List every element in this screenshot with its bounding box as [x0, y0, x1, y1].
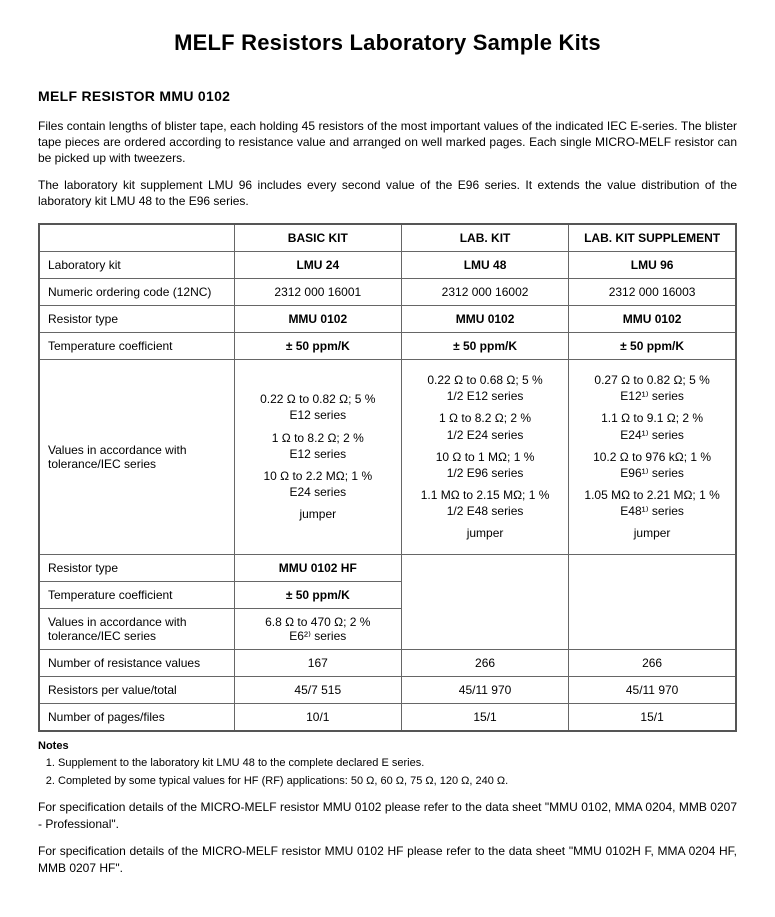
value-block: 10 Ω to 1 MΩ; 1 %1/2 E96 series [410, 449, 560, 481]
cell: 2312 000 16001 [234, 278, 401, 305]
cell: 45/7 515 [234, 676, 401, 703]
value-block: 0.22 Ω to 0.68 Ω; 5 %1/2 E12 series [410, 372, 560, 404]
header-lab-kit-supplement: LAB. KIT SUPPLEMENT [569, 224, 736, 252]
row-label: Laboratory kit [39, 251, 234, 278]
value-block: 1.1 Ω to 9.1 Ω; 2 %E24¹⁾ series [577, 410, 727, 442]
row-label: Number of resistance values [39, 649, 234, 676]
cell: 10/1 [234, 703, 401, 731]
table-row: Laboratory kit LMU 24 LMU 48 LMU 96 [39, 251, 736, 278]
cell: ± 50 ppm/K [401, 332, 568, 359]
cell: ± 50 ppm/K [569, 332, 736, 359]
cell-values-col3: 0.27 Ω to 0.82 Ω; 5 %E12¹⁾ series 1.1 Ω t… [569, 359, 736, 554]
value-block: 0.27 Ω to 0.82 Ω; 5 %E12¹⁾ series [577, 372, 727, 404]
cell-empty [401, 554, 568, 649]
cell: 167 [234, 649, 401, 676]
cell-values-col1: 0.22 Ω to 0.82 Ω; 5 %E12 series 1 Ω to 8.… [234, 359, 401, 554]
table-row: Number of pages/files 10/1 15/1 15/1 [39, 703, 736, 731]
cell: 2312 000 16002 [401, 278, 568, 305]
row-label: Numeric ordering code (12NC) [39, 278, 234, 305]
row-label: Resistor type [39, 554, 234, 581]
cell: LMU 48 [401, 251, 568, 278]
value-block: 1.05 MΩ to 2.21 MΩ; 1 %E48¹⁾ series [577, 487, 727, 519]
cell: 2312 000 16003 [569, 278, 736, 305]
value-block: jumper [410, 525, 560, 541]
cell: 6.8 Ω to 470 Ω; 2 %E6²⁾ series [234, 608, 401, 649]
table-row: Temperature coefficient ± 50 ppm/K ± 50 … [39, 332, 736, 359]
cell: MMU 0102 HF [234, 554, 401, 581]
cell: LMU 24 [234, 251, 401, 278]
value-block: 1 Ω to 8.2 Ω; 2 %1/2 E24 series [410, 410, 560, 442]
cell-values-col2: 0.22 Ω to 0.68 Ω; 5 %1/2 E12 series 1 Ω t… [401, 359, 568, 554]
cell-empty [569, 554, 736, 649]
row-label: Values in accordance with tolerance/IEC … [39, 608, 234, 649]
intro-paragraph-2: The laboratory kit supplement LMU 96 inc… [38, 177, 737, 209]
note-item: Supplement to the laboratory kit LMU 48 … [58, 756, 737, 771]
cell: MMU 0102 [569, 305, 736, 332]
table-row: Resistor type MMU 0102 MMU 0102 MMU 0102 [39, 305, 736, 332]
cell: 15/1 [569, 703, 736, 731]
header-lab-kit: LAB. KIT [401, 224, 568, 252]
spec-table: BASIC KIT LAB. KIT LAB. KIT SUPPLEMENT L… [38, 223, 737, 732]
value-block: jumper [243, 506, 393, 522]
row-label: Temperature coefficient [39, 581, 234, 608]
cell: ± 50 ppm/K [234, 581, 401, 608]
row-label: Values in accordance with tolerance/IEC … [39, 359, 234, 554]
row-label: Temperature coefficient [39, 332, 234, 359]
footer-paragraph-2: For specification details of the MICRO-M… [38, 843, 737, 877]
intro-paragraph-1: Files contain lengths of blister tape, e… [38, 118, 737, 167]
cell: 45/11 970 [569, 676, 736, 703]
cell: ± 50 ppm/K [234, 332, 401, 359]
table-header-row: BASIC KIT LAB. KIT LAB. KIT SUPPLEMENT [39, 224, 736, 252]
value-block: 10.2 Ω to 976 kΩ; 1 %E96¹⁾ series [577, 449, 727, 481]
value-block: 1.1 MΩ to 2.15 MΩ; 1 %1/2 E48 series [410, 487, 560, 519]
value-block: 0.22 Ω to 0.82 Ω; 5 %E12 series [243, 391, 393, 423]
row-label: Number of pages/files [39, 703, 234, 731]
note-item: Completed by some typical values for HF … [58, 774, 737, 789]
value-block: 1 Ω to 8.2 Ω; 2 %E12 series [243, 430, 393, 462]
cell: 15/1 [401, 703, 568, 731]
table-row: Number of resistance values 167 266 266 [39, 649, 736, 676]
notes-heading: Notes [38, 740, 737, 752]
cell: 45/11 970 [401, 676, 568, 703]
header-basic-kit: BASIC KIT [234, 224, 401, 252]
value-block: jumper [577, 525, 727, 541]
table-row-values-iec: Values in accordance with tolerance/IEC … [39, 359, 736, 554]
section-heading: MELF RESISTOR MMU 0102 [38, 88, 737, 104]
value-block: 10 Ω to 2.2 MΩ; 1 %E24 series [243, 468, 393, 500]
cell: 266 [401, 649, 568, 676]
header-blank [39, 224, 234, 252]
cell: MMU 0102 [401, 305, 568, 332]
row-label: Resistor type [39, 305, 234, 332]
cell: LMU 96 [569, 251, 736, 278]
table-row: Resistor type MMU 0102 HF [39, 554, 736, 581]
page-title: MELF Resistors Laboratory Sample Kits [38, 30, 737, 56]
table-row: Numeric ordering code (12NC) 2312 000 16… [39, 278, 736, 305]
cell: 266 [569, 649, 736, 676]
notes-list: Supplement to the laboratory kit LMU 48 … [38, 756, 737, 790]
row-label: Resistors per value/total [39, 676, 234, 703]
footer-paragraph-1: For specification details of the MICRO-M… [38, 799, 737, 833]
cell: MMU 0102 [234, 305, 401, 332]
table-row: Resistors per value/total 45/7 515 45/11… [39, 676, 736, 703]
